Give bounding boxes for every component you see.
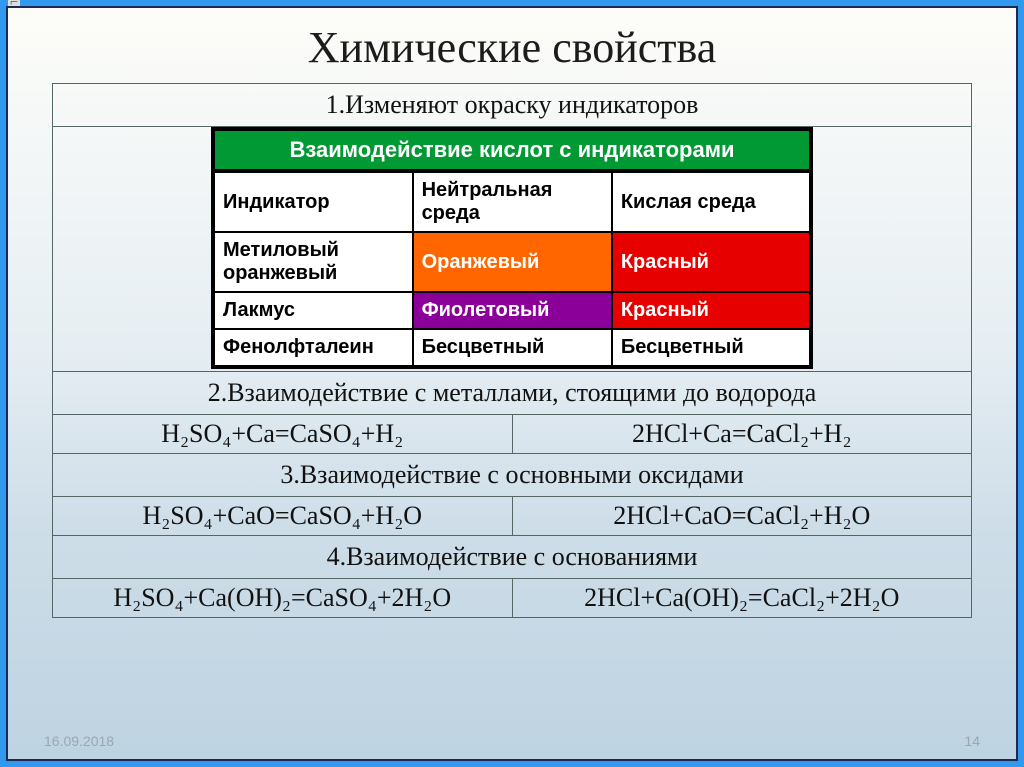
indicator-cell: Бесцветный <box>413 329 612 367</box>
indicator-row: Фенолфталеин Бесцветный Бесцветный <box>213 329 811 367</box>
indicator-header-3: Кислая среда <box>612 171 811 232</box>
indicator-section: Взаимодействие кислот с индикаторами Инд… <box>53 127 972 372</box>
main-table: 1.Изменяют окраску индикаторов Взаимодей… <box>52 83 972 618</box>
footer-page-number: 14 <box>964 733 980 749</box>
equation-4a: H₂SO₄+Ca(OH)₂=CaSO₄+2H₂O <box>53 579 513 618</box>
equation-2a: H₂SO₄+Ca=CaSO₄+H₂ <box>53 415 513 454</box>
indicator-cell: Красный <box>612 292 811 329</box>
section-1-heading: 1.Изменяют окраску индикаторов <box>53 84 972 127</box>
equation-4b: 2HCl+Ca(OH)₂=CaCl₂+2H₂O <box>512 579 972 618</box>
indicator-cell: Оранжевый <box>413 232 612 292</box>
indicator-header-row: Индикатор Нейтральная среда Кислая среда <box>213 171 811 232</box>
indicator-row: Метиловый оранжевый Оранжевый Красный <box>213 232 811 292</box>
indicator-cell: Бесцветный <box>612 329 811 367</box>
slide-title: Химические свойства <box>8 8 1016 83</box>
indicator-row: Лакмус Фиолетовый Красный <box>213 292 811 329</box>
indicator-header-1: Индикатор <box>213 171 413 232</box>
indicator-cell: Красный <box>612 232 811 292</box>
indicator-cell: Метиловый оранжевый <box>213 232 413 292</box>
indicator-cell: Фиолетовый <box>413 292 612 329</box>
equation-3a: H₂SO₄+CaO=CaSO₄+H₂O <box>53 497 513 536</box>
indicator-cell: Фенолфталеин <box>213 329 413 367</box>
section-3-heading: 3.Взаимодействие с основными оксидами <box>53 454 972 497</box>
indicator-caption: Взаимодействие кислот с индикаторами <box>211 127 813 169</box>
section-4-heading: 4.Взаимодействие с основаниями <box>53 536 972 579</box>
slide: Химические свойства 1.Изменяют окраску и… <box>6 6 1018 761</box>
footer-date: 16.09.2018 <box>44 733 114 749</box>
section-2-heading: 2.Взаимодействие с металлами, стоящими д… <box>53 372 972 415</box>
equation-3b: 2HCl+CaO=CaCl₂+H₂O <box>512 497 972 536</box>
indicator-header-2: Нейтральная среда <box>413 171 612 232</box>
equation-2b: 2HCl+Ca=CaCl₂+H₂ <box>512 415 972 454</box>
indicator-cell: Лакмус <box>213 292 413 329</box>
indicator-table: Индикатор Нейтральная среда Кислая среда… <box>211 169 813 369</box>
